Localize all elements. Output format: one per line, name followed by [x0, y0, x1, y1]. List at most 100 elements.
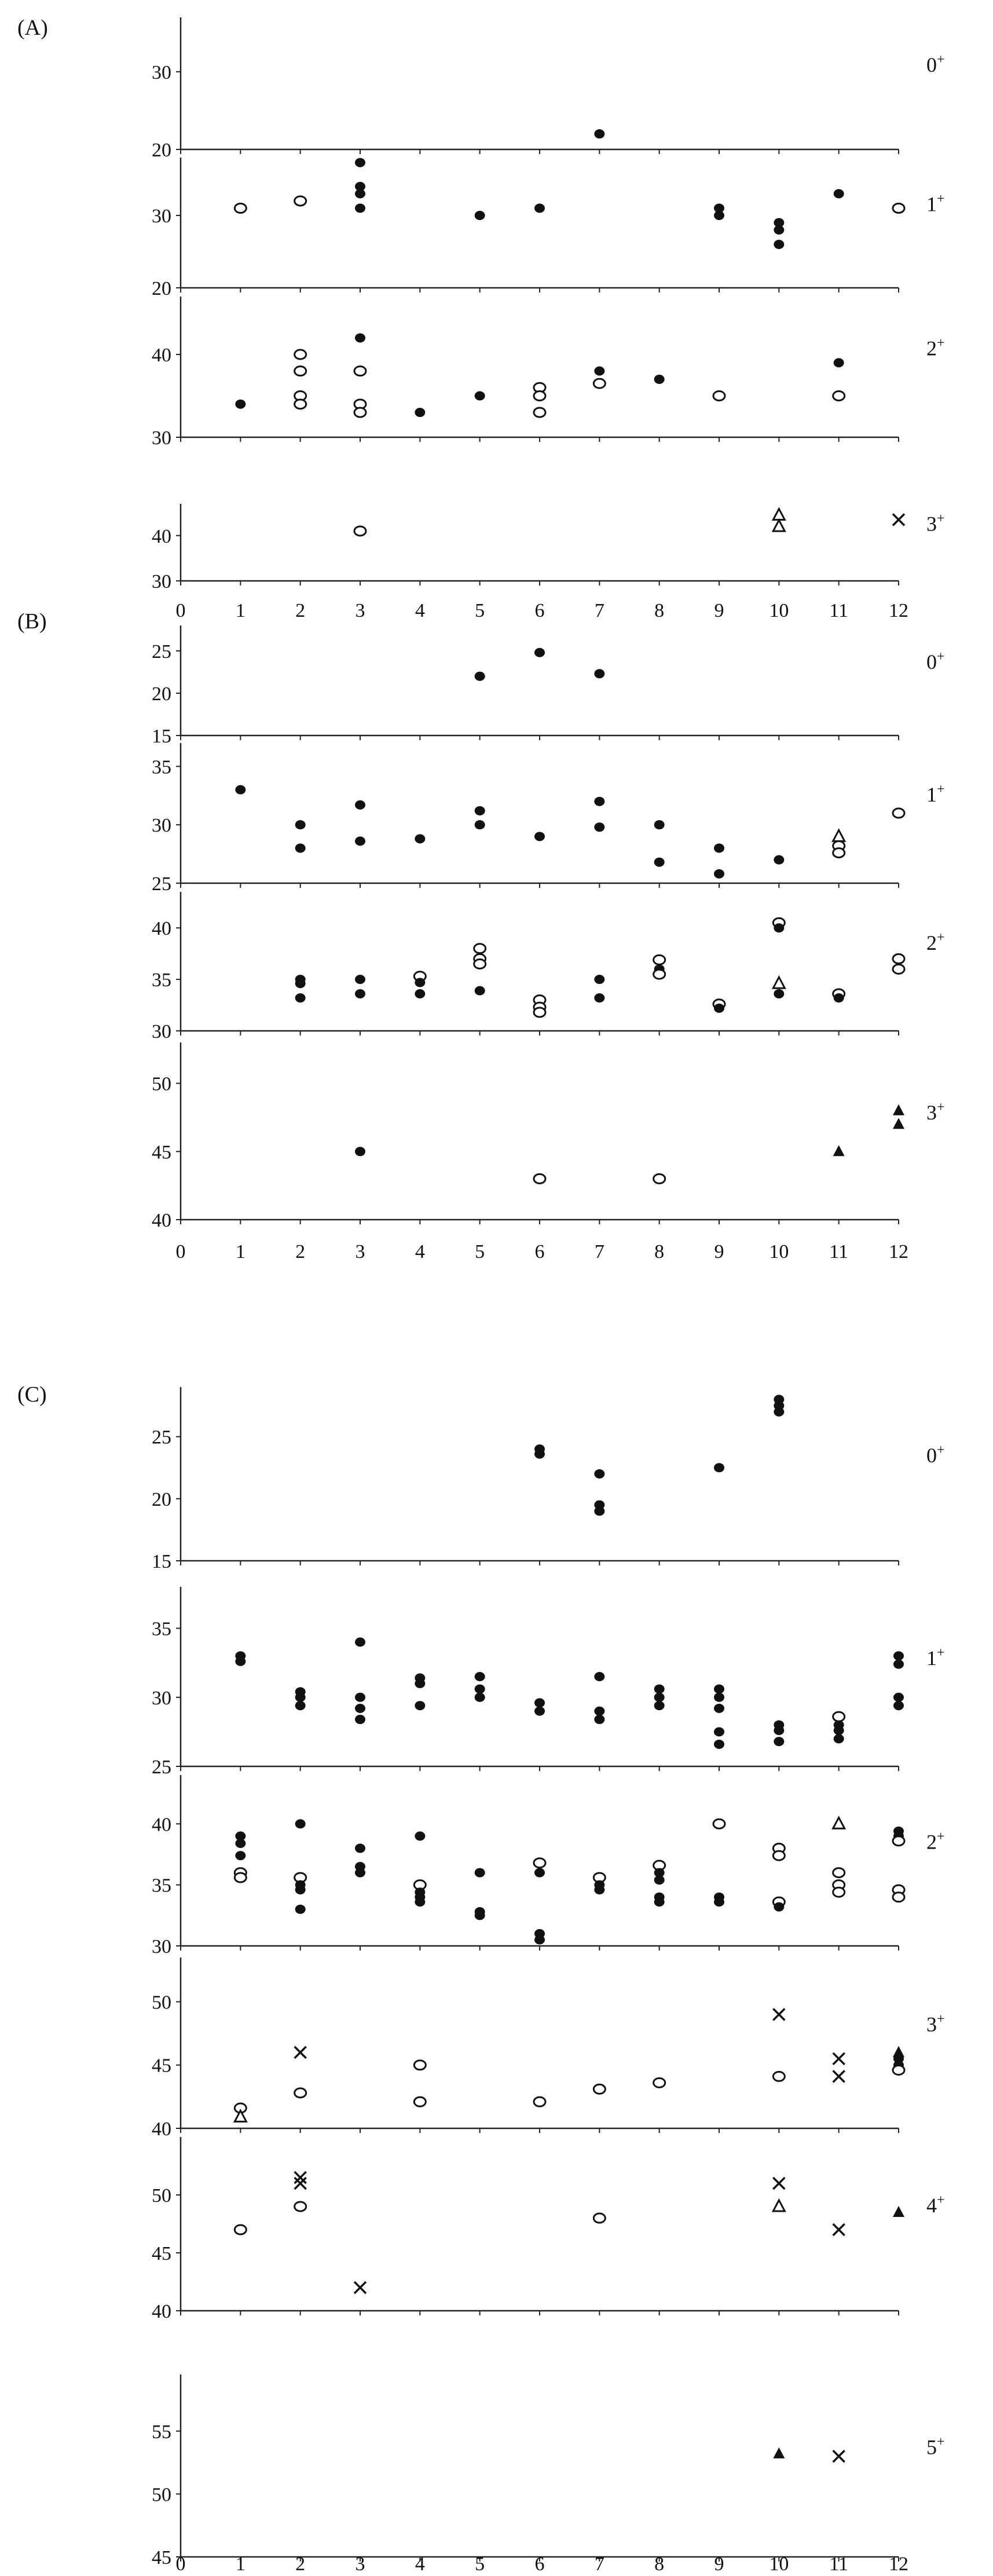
age-superscript: +	[937, 511, 945, 526]
data-point-filled-circle	[295, 820, 306, 830]
data-point-open-triangle	[771, 975, 786, 989]
data-point-open-circle	[592, 2212, 606, 2224]
data-point-filled-circle	[415, 978, 426, 987]
data-point-filled-circle	[295, 1904, 306, 1914]
data-point-open-circle	[294, 195, 307, 207]
y-tick-label: 50	[152, 2484, 171, 2505]
data-point-cross	[832, 2449, 845, 2463]
data-point-filled-circle	[714, 1727, 724, 1737]
y-tick-label: 50	[152, 2185, 171, 2207]
age-value: 0	[926, 53, 937, 76]
age-superscript: +	[937, 649, 945, 664]
data-point-filled-circle	[594, 366, 605, 376]
data-point-filled-circle	[594, 993, 605, 1003]
age-group-label: 5+	[926, 2435, 945, 2459]
panel-label: (A)	[17, 16, 48, 40]
y-tick-label: 35	[152, 969, 171, 991]
age-group-label: 3+	[926, 1100, 945, 1124]
data-point-filled-circle	[714, 211, 724, 220]
data-point-open-triangle	[831, 1816, 847, 1829]
y-tick-label: 35	[152, 756, 171, 778]
x-tick-label: 10	[769, 2553, 789, 2575]
data-point-filled-circle	[594, 129, 605, 139]
data-point-open-circle	[533, 1007, 547, 1018]
age-group-label: 0+	[926, 649, 945, 674]
data-point-open-circle	[294, 2201, 307, 2212]
data-point-filled-circle	[774, 989, 785, 998]
data-point-filled-circle	[774, 1737, 785, 1747]
data-point-cross	[772, 2176, 786, 2190]
data-point-cross	[294, 2046, 307, 2059]
data-point-filled-circle	[774, 1407, 785, 1417]
data-point-filled-circle	[654, 1897, 665, 1907]
data-point-filled-circle	[355, 333, 365, 343]
age-value: 3	[926, 513, 937, 536]
data-point-filled-circle	[474, 986, 485, 996]
data-point-open-triangle	[771, 518, 786, 532]
data-point-filled-circle	[714, 1703, 724, 1713]
data-point-filled-circle	[295, 843, 306, 853]
x-tick-label: 8	[654, 1241, 664, 1263]
data-point-filled-circle	[654, 1692, 665, 1702]
data-point-filled-circle	[355, 1868, 365, 1878]
age-value: 1	[926, 783, 937, 806]
y-tick-label: 20	[152, 683, 171, 705]
y-tick-label: 20	[152, 140, 171, 161]
data-point-cross	[294, 2171, 307, 2185]
data-point-cross	[892, 513, 906, 526]
x-tick-label: 2	[295, 600, 305, 621]
y-tick-label: 30	[152, 571, 171, 592]
age-value: 4	[926, 2194, 937, 2217]
x-tick-label: 3	[356, 1241, 365, 1263]
data-point-filled-circle	[893, 1701, 904, 1711]
data-point-open-circle	[892, 203, 906, 214]
age-value: 3	[926, 1101, 937, 1124]
data-point-filled-triangle	[893, 1104, 904, 1115]
x-tick-label: 10	[769, 600, 789, 621]
age-superscript: +	[937, 2435, 945, 2450]
data-point-filled-circle	[833, 993, 844, 1003]
data-point-open-circle	[533, 407, 547, 418]
data-point-open-circle	[832, 390, 846, 402]
x-tick-label: 1	[236, 2553, 245, 2575]
data-point-cross	[832, 2052, 845, 2066]
y-tick-label: 50	[152, 1992, 171, 2013]
age-superscript: +	[937, 1100, 945, 1115]
data-point-filled-circle	[355, 203, 365, 213]
data-point-filled-circle	[774, 855, 785, 865]
data-point-filled-circle	[774, 1726, 785, 1735]
data-point-filled-circle	[534, 1706, 545, 1716]
data-point-filled-circle	[833, 1734, 844, 1744]
y-tick-label: 35	[152, 1619, 171, 1640]
age-group-label: 4+	[926, 2193, 945, 2217]
data-point-cross	[832, 2070, 845, 2083]
data-point-filled-circle	[714, 1692, 724, 1702]
data-point-filled-circle	[714, 1897, 724, 1907]
x-tick-label: 12	[889, 1241, 908, 1263]
data-point-filled-circle	[415, 408, 426, 418]
data-point-filled-circle	[774, 218, 785, 228]
x-tick-label: 2	[295, 1241, 305, 1263]
x-tick-label: 5	[475, 2553, 485, 2575]
y-tick-label: 25	[152, 1427, 171, 1448]
data-point-filled-circle	[774, 225, 785, 235]
x-tick-label: 0	[176, 1241, 186, 1263]
data-point-open-circle	[832, 1867, 846, 1879]
data-point-filled-circle	[235, 1851, 246, 1861]
x-tick-label: 1	[236, 1241, 245, 1263]
data-point-open-circle	[653, 1173, 666, 1184]
data-point-filled-circle	[474, 820, 485, 830]
x-tick-label: 5	[475, 600, 485, 621]
x-tick-label: 11	[829, 1241, 848, 1263]
data-point-filled-circle	[714, 869, 724, 879]
data-point-filled-circle	[235, 399, 246, 409]
age-superscript: +	[937, 782, 945, 797]
data-point-filled-circle	[474, 806, 485, 815]
y-tick-label: 15	[152, 1551, 171, 1572]
data-point-filled-circle	[415, 989, 426, 998]
data-point-open-circle	[892, 2064, 906, 2076]
data-point-open-circle	[892, 963, 906, 975]
data-point-filled-circle	[295, 1819, 306, 1829]
data-point-open-circle	[832, 1711, 846, 1722]
data-point-open-circle	[413, 2096, 427, 2107]
